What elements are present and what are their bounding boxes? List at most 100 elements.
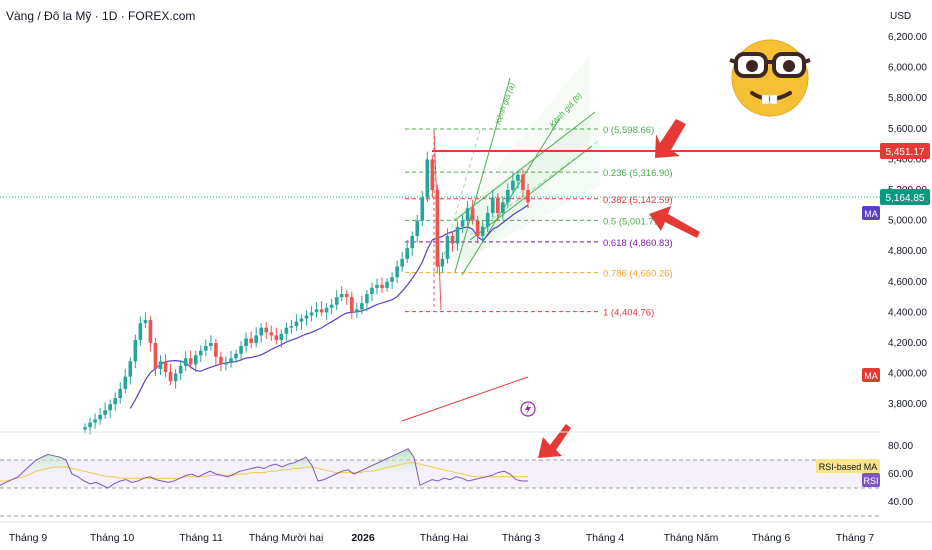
candle[interactable] xyxy=(344,294,349,298)
candle[interactable] xyxy=(309,312,314,316)
candle[interactable] xyxy=(108,404,112,411)
candle[interactable] xyxy=(128,361,133,377)
candle[interactable] xyxy=(209,343,213,347)
candle[interactable] xyxy=(163,361,168,373)
candle[interactable] xyxy=(88,422,92,428)
candle[interactable] xyxy=(339,294,344,298)
candle[interactable] xyxy=(410,235,415,249)
candle[interactable] xyxy=(324,307,329,313)
candle[interactable] xyxy=(289,326,294,328)
candle[interactable] xyxy=(475,220,480,236)
candle[interactable] xyxy=(360,303,364,310)
rsi-ma-line[interactable] xyxy=(0,462,528,482)
candle[interactable] xyxy=(365,294,369,304)
candle[interactable] xyxy=(490,197,495,213)
channel-b-lower-line[interactable] xyxy=(469,145,593,241)
candle[interactable] xyxy=(304,315,309,319)
candle[interactable] xyxy=(415,220,420,236)
candle[interactable] xyxy=(229,358,233,363)
candle[interactable] xyxy=(183,358,188,366)
candle[interactable] xyxy=(264,327,269,333)
candle[interactable] xyxy=(178,365,183,374)
candle[interactable] xyxy=(355,309,359,313)
candle[interactable] xyxy=(98,414,102,420)
candle[interactable] xyxy=(425,159,430,198)
candle[interactable] xyxy=(506,190,510,203)
rsi-axis[interactable]: 80.00 60.00 40.00 xyxy=(880,432,932,522)
candle[interactable] xyxy=(465,208,470,221)
candle[interactable] xyxy=(420,197,425,221)
candle[interactable] xyxy=(239,346,243,354)
candle[interactable] xyxy=(299,318,304,322)
candle[interactable] xyxy=(123,376,128,389)
time-axis[interactable]: Tháng 9 Tháng 10 Tháng 11 Tháng Mười hai 202… xyxy=(0,521,932,544)
candle[interactable] xyxy=(279,333,284,340)
rsi-badge[interactable]: RSI xyxy=(862,473,880,487)
moving-average-line[interactable] xyxy=(129,204,529,409)
rsi-line[interactable] xyxy=(0,448,528,489)
candle[interactable] xyxy=(148,320,153,343)
candle[interactable] xyxy=(350,297,354,313)
candle[interactable] xyxy=(319,309,324,313)
candle[interactable] xyxy=(153,343,158,370)
channel-a-lower-line[interactable] xyxy=(461,117,561,276)
candle[interactable] xyxy=(83,427,87,430)
candle[interactable] xyxy=(450,235,455,244)
candle[interactable] xyxy=(168,372,173,382)
candle[interactable] xyxy=(219,356,223,365)
candle[interactable] xyxy=(501,202,505,213)
candle[interactable] xyxy=(526,190,530,203)
candle[interactable] xyxy=(214,343,218,357)
candle[interactable] xyxy=(113,398,118,405)
symbol-title[interactable]: Vàng / Đô la Mỹ · 1D · FOREX.com xyxy=(6,9,195,23)
candle[interactable] xyxy=(259,327,263,336)
forecast-line[interactable] xyxy=(401,376,529,422)
candle[interactable] xyxy=(375,284,379,288)
candle[interactable] xyxy=(430,159,435,190)
candle[interactable] xyxy=(329,304,334,308)
candle[interactable] xyxy=(244,338,248,347)
candle[interactable] xyxy=(380,284,384,288)
candle[interactable] xyxy=(445,235,450,259)
candle[interactable] xyxy=(480,226,485,236)
candle[interactable] xyxy=(511,180,515,190)
candle[interactable] xyxy=(334,297,339,305)
rsi-pane[interactable] xyxy=(0,448,880,517)
candle[interactable] xyxy=(249,338,253,343)
candle[interactable] xyxy=(294,321,299,327)
candle[interactable] xyxy=(460,220,465,227)
candle[interactable] xyxy=(440,258,445,267)
candle[interactable] xyxy=(173,373,178,382)
price-axis[interactable]: 6,200.00 6,000.00 5,800.00 5,600.00 5,400.00… xyxy=(880,0,932,432)
candle[interactable] xyxy=(269,332,274,336)
ma-badge[interactable]: MA xyxy=(862,368,880,382)
candle[interactable] xyxy=(254,335,258,343)
candle[interactable] xyxy=(198,350,203,356)
candle[interactable] xyxy=(193,355,198,365)
candle[interactable] xyxy=(274,335,279,340)
candle[interactable] xyxy=(495,197,500,213)
candle[interactable] xyxy=(405,248,409,259)
ma-badge[interactable]: MA xyxy=(862,206,880,220)
candle[interactable] xyxy=(395,266,399,278)
candle[interactable] xyxy=(158,361,163,370)
candle[interactable] xyxy=(314,309,319,313)
channel-a-upper-line[interactable] xyxy=(454,77,511,273)
candle[interactable] xyxy=(521,174,525,190)
candle[interactable] xyxy=(138,323,143,340)
candle[interactable] xyxy=(400,258,404,267)
candle[interactable] xyxy=(470,208,475,221)
candlestick-series[interactable] xyxy=(83,151,530,435)
candle[interactable] xyxy=(188,358,193,365)
fibonacci-retracement[interactable]: 0 (5,598.66) 0.236 (5,316.90) 0.382 (5,142… xyxy=(405,125,673,319)
lightning-icon[interactable] xyxy=(520,401,536,417)
candle[interactable] xyxy=(143,320,148,324)
rsi-ma-badge[interactable]: RSI-based MA xyxy=(816,459,880,473)
candle[interactable] xyxy=(370,287,374,295)
candle[interactable] xyxy=(284,327,289,334)
candle[interactable] xyxy=(385,281,389,288)
candle[interactable] xyxy=(204,346,208,351)
candle[interactable] xyxy=(103,410,107,415)
candle[interactable] xyxy=(93,419,97,423)
